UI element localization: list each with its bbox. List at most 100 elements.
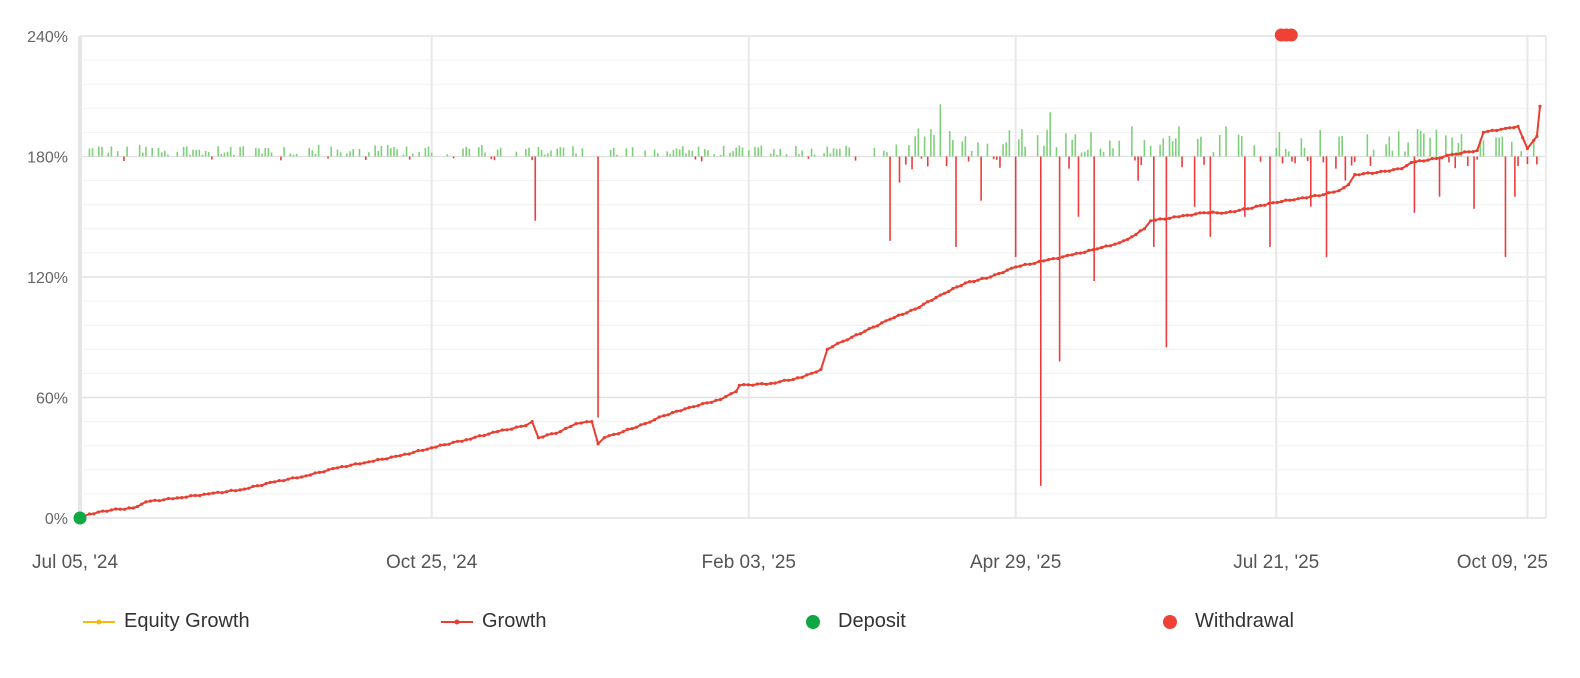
- growth-point: [1014, 265, 1018, 269]
- growth-point: [1121, 239, 1126, 243]
- growth-point: [1305, 196, 1309, 200]
- growth-point: [630, 427, 634, 431]
- growth-point: [1032, 261, 1037, 265]
- growth-point: [184, 495, 188, 499]
- growth-point: [782, 378, 786, 382]
- growth-point: [260, 483, 264, 488]
- growth-point: [473, 435, 477, 439]
- growth-point: [585, 420, 589, 424]
- growth-point: [131, 506, 135, 510]
- growth-point: [1532, 138, 1536, 142]
- legend-item-deposit[interactable]: Deposit: [804, 610, 906, 633]
- growth-point: [1134, 232, 1138, 237]
- growth-point: [1126, 237, 1130, 241]
- growth-point: [1130, 235, 1134, 239]
- growth-point: [1521, 136, 1525, 140]
- growth-point: [769, 381, 773, 385]
- growth-point: [1220, 211, 1224, 215]
- growth-point: [718, 397, 723, 402]
- chart-legend: Equity Growth Growth Deposit Withdrawal: [0, 610, 1580, 640]
- growth-point: [734, 389, 738, 394]
- growth-point: [1370, 171, 1374, 175]
- growth-point: [545, 433, 549, 437]
- growth-point: [1383, 169, 1387, 173]
- growth-point: [1023, 262, 1027, 266]
- growth-point: [127, 506, 131, 510]
- legend-label-equity-growth: Equity Growth: [124, 610, 250, 632]
- legend-line-icon-equity-growth: [83, 619, 115, 624]
- growth-point: [105, 509, 109, 513]
- legend-item-equity-growth[interactable]: Equity Growth: [82, 610, 250, 633]
- growth-point: [909, 308, 913, 312]
- growth-point: [317, 470, 322, 474]
- growth-point: [1237, 208, 1241, 212]
- growth-point: [926, 300, 930, 304]
- growth-point: [696, 404, 700, 408]
- growth-point: [273, 480, 277, 484]
- growth-point: [1138, 229, 1142, 233]
- growth-point: [787, 378, 791, 382]
- growth-point: [519, 424, 523, 428]
- growth-point: [510, 427, 514, 431]
- legend-item-withdrawal[interactable]: Withdrawal: [1161, 610, 1294, 633]
- growth-point: [92, 512, 96, 516]
- growth-point: [380, 457, 384, 461]
- growth-point: [800, 375, 804, 379]
- growth-point: [554, 431, 558, 435]
- growth-point: [1475, 148, 1479, 153]
- growth-point: [1246, 207, 1250, 211]
- growth-point: [1198, 211, 1202, 215]
- growth-point: [901, 312, 905, 316]
- growth-point: [536, 436, 541, 440]
- growth-point: [496, 430, 500, 434]
- growth-point: [1242, 207, 1246, 211]
- growth-point: [1167, 216, 1172, 220]
- growth-point: [934, 295, 938, 300]
- growth-point: [550, 432, 554, 436]
- growth-point: [412, 450, 416, 454]
- growth-chart: 0% 60% 120% 180% 240% Jul 05, '24 Oct 25, '24 F…: [27, 28, 1548, 573]
- growth-point: [751, 383, 755, 387]
- growth-point: [1061, 255, 1065, 259]
- growth-point: [362, 461, 366, 465]
- growth-point: [157, 499, 161, 503]
- growth-point: [1486, 129, 1490, 133]
- growth-point: [171, 497, 175, 501]
- growth-point: [1267, 201, 1271, 206]
- growth-point: [616, 432, 621, 436]
- growth-point: [1525, 146, 1529, 151]
- growth-point: [460, 439, 464, 443]
- growth-point: [980, 276, 984, 280]
- growth-point: [430, 446, 434, 450]
- growth-point: [564, 426, 568, 430]
- growth-point: [180, 496, 184, 500]
- daily-bars: [88, 104, 1538, 486]
- growth-point: [819, 367, 823, 371]
- growth-point: [841, 339, 845, 343]
- growth-point: [1275, 200, 1279, 205]
- growth-point: [602, 436, 606, 440]
- legend-dot-icon-withdrawal: [1163, 614, 1177, 629]
- growth-point: [385, 457, 389, 461]
- growth-point: [997, 271, 1001, 276]
- growth-point: [225, 490, 229, 494]
- growth-point: [1091, 248, 1095, 252]
- growth-point: [148, 499, 152, 503]
- legend-item-growth[interactable]: Growth: [440, 610, 546, 633]
- growth-point: [109, 508, 113, 512]
- growth-point: [1254, 204, 1258, 208]
- growth-point: [1409, 160, 1413, 165]
- growth-point: [574, 422, 578, 426]
- growth-point: [255, 484, 259, 488]
- growth-point: [1104, 244, 1108, 248]
- growth-point: [791, 377, 795, 382]
- growth-point: [123, 507, 127, 511]
- growth-point: [1065, 253, 1070, 257]
- growth-point: [407, 452, 411, 456]
- growth-point: [1271, 201, 1275, 205]
- growth-point: [202, 492, 206, 496]
- growth-point: [1095, 247, 1099, 251]
- growth-point: [955, 285, 959, 289]
- growth-point: [541, 435, 545, 439]
- growth-point: [1300, 196, 1304, 200]
